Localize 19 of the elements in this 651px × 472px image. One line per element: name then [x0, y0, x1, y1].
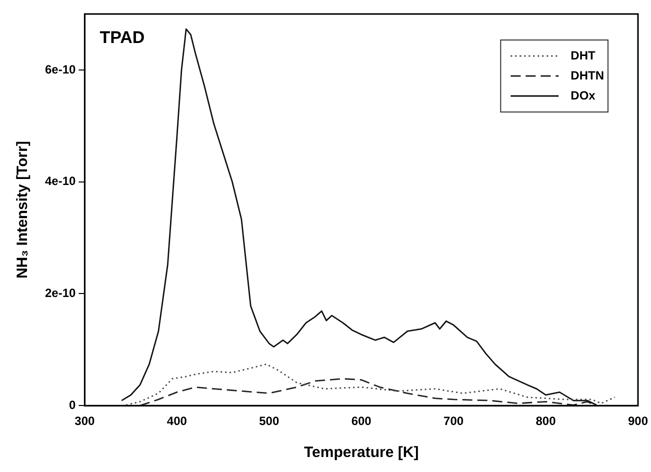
y-tick-label: 2e-10 — [44, 286, 76, 300]
y-tick-label: 6e-10 — [44, 62, 76, 76]
x-axis-title: Temperature [K] — [304, 444, 419, 462]
x-tick-label: 900 — [628, 414, 648, 428]
y-tick-label: 0 — [69, 398, 76, 412]
y-axis-title: NH₃ Intensity [Torr] — [14, 141, 32, 279]
x-tick-label: 800 — [536, 414, 556, 428]
line-series — [139, 378, 598, 406]
legend-label: DHT — [570, 48, 596, 62]
x-tick-label: 700 — [444, 414, 464, 428]
legend-label: DOx — [570, 88, 596, 102]
legend-label: DHTN — [570, 68, 604, 82]
x-tick-label: 300 — [74, 414, 96, 428]
annotation: TPAD — [100, 28, 145, 48]
x-tick-label: 600 — [351, 414, 372, 428]
x-tick-label: 400 — [166, 414, 188, 428]
line-series — [125, 364, 616, 406]
x-tick-label: 500 — [259, 414, 280, 428]
y-tick-label: 4e-10 — [44, 174, 76, 188]
